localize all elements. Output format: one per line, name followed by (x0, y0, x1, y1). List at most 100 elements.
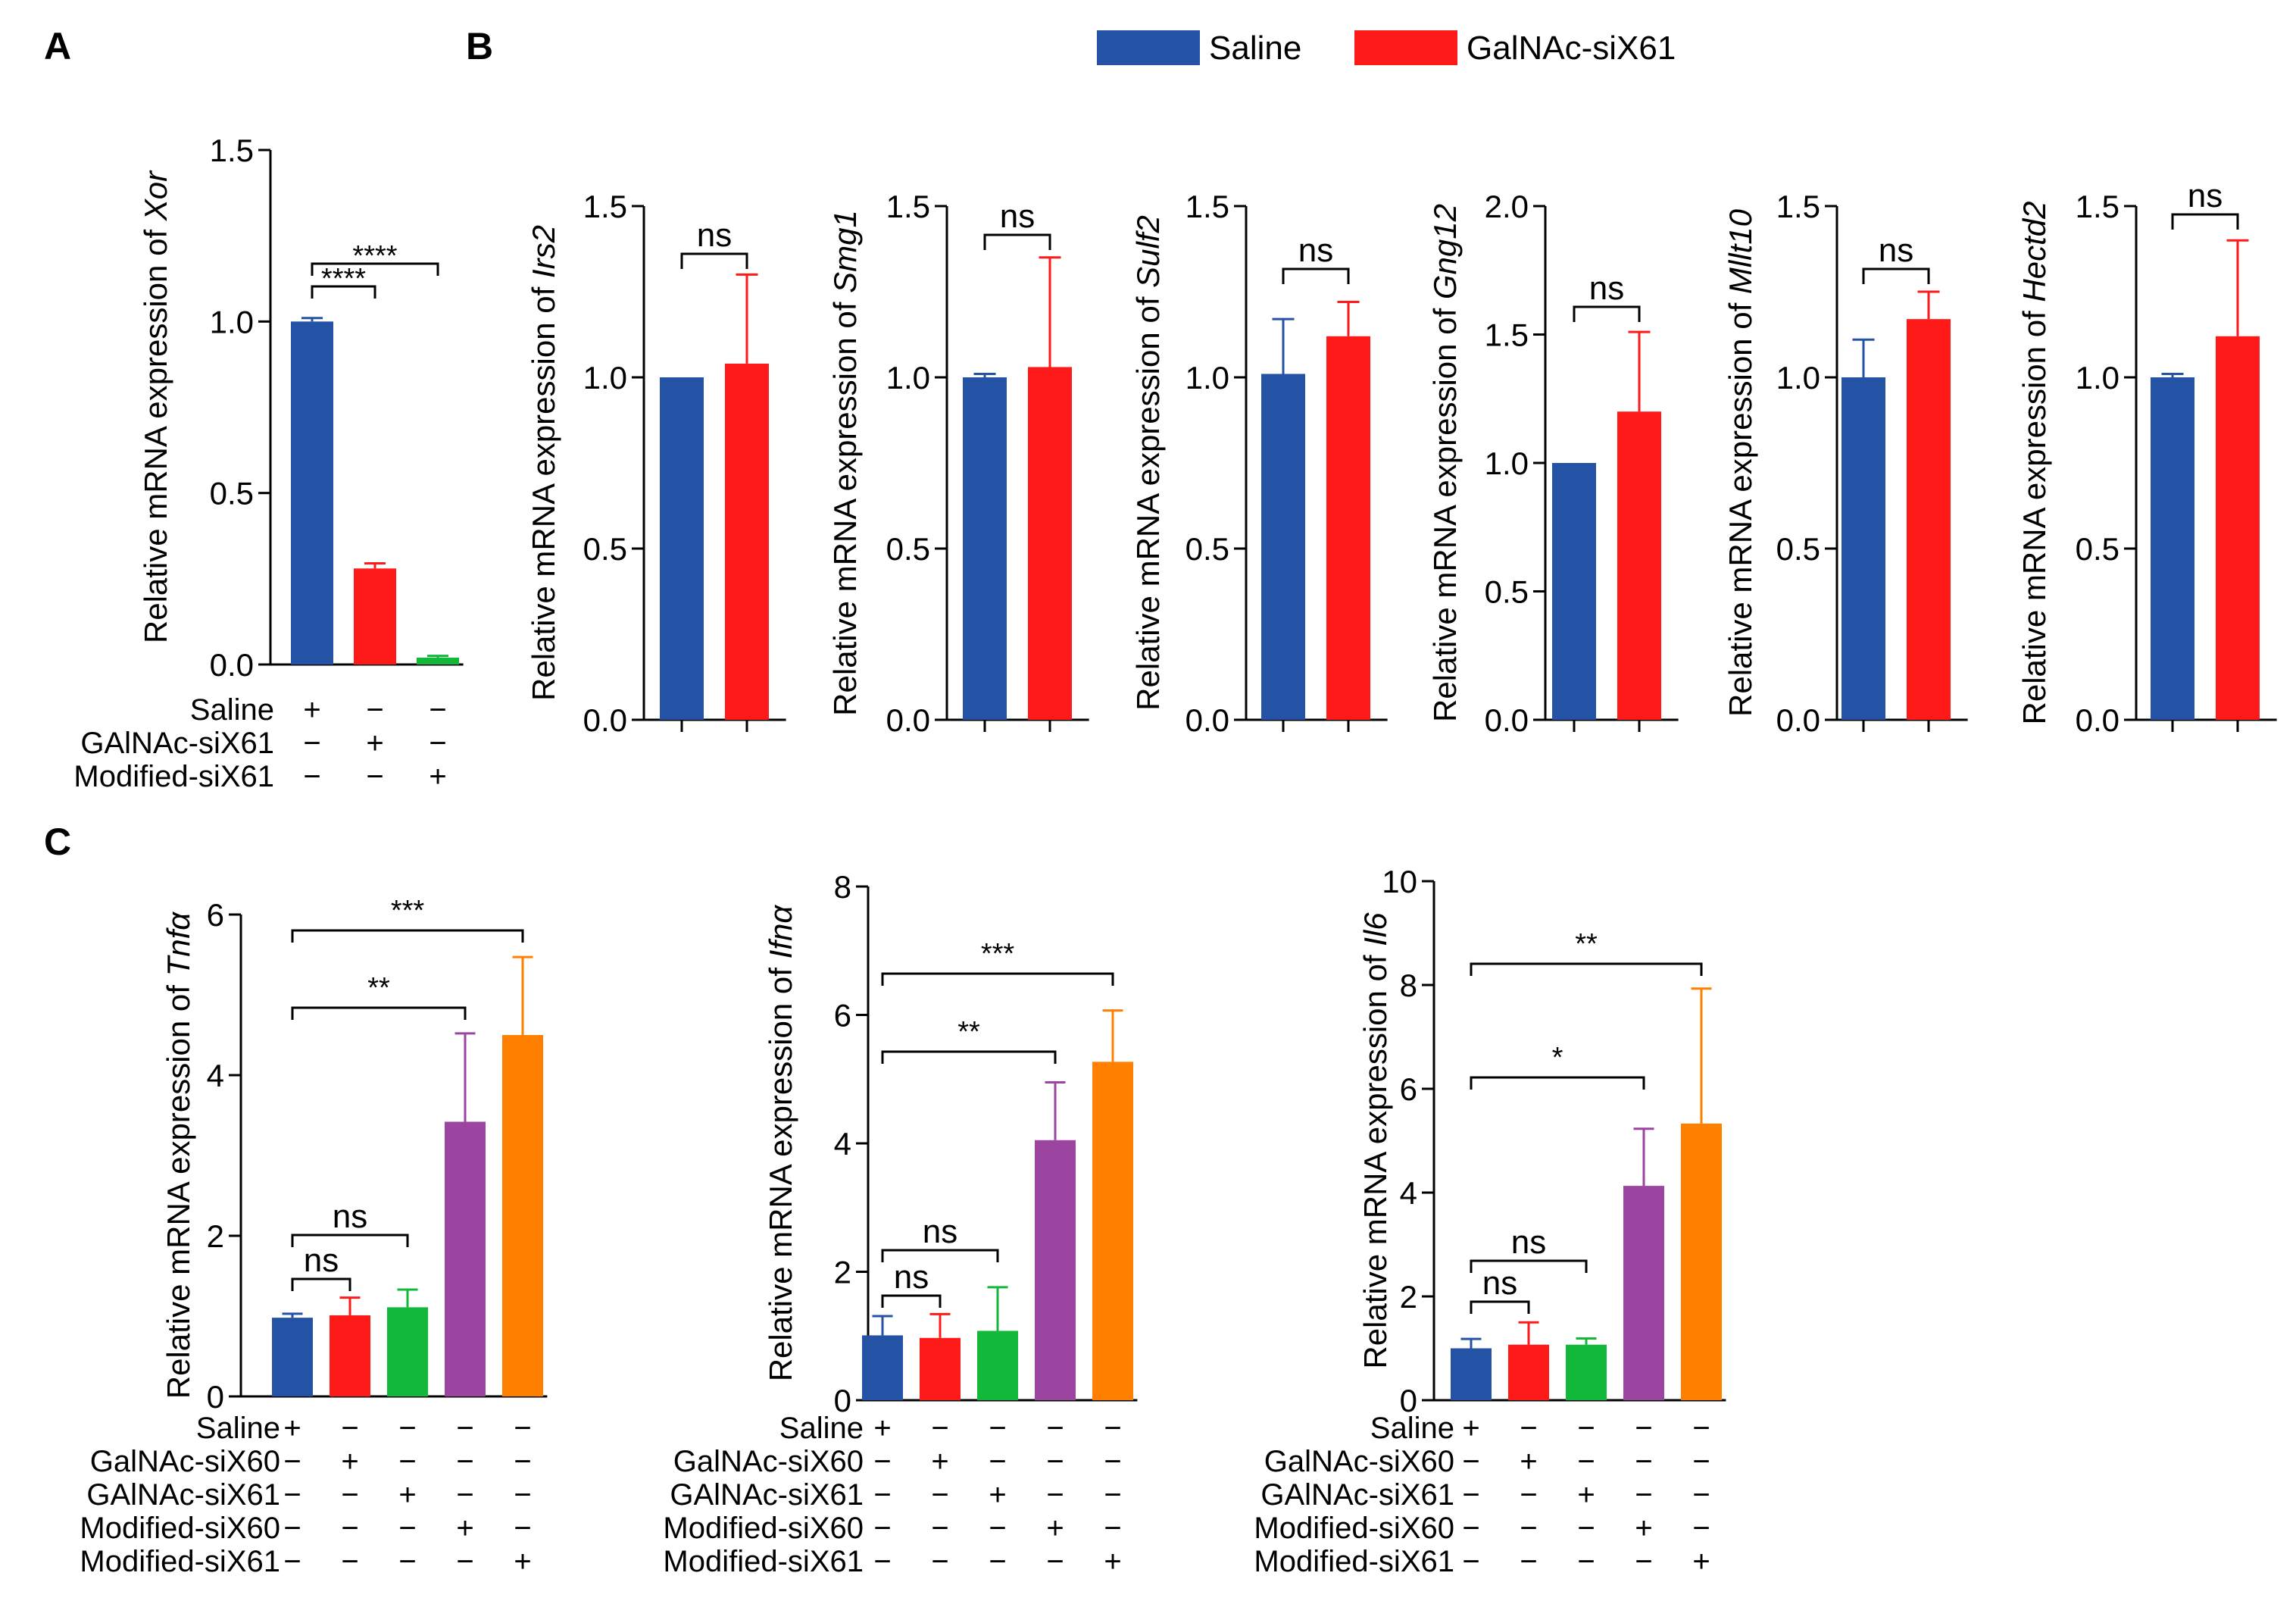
condition-mark: − (1692, 1512, 1710, 1545)
significance-label: **** (352, 240, 397, 272)
bar-2 (354, 568, 396, 664)
condition-mark: − (1046, 1445, 1064, 1478)
bar-1 (963, 377, 1007, 720)
bar-5 (502, 1035, 543, 1396)
significance-label: ns (2188, 177, 2223, 214)
condition-mark: − (456, 1478, 473, 1512)
y-tick-label: 1.0 (1485, 446, 1529, 481)
y-axis-label-prefix: Relative mRNA expression of (138, 220, 173, 643)
significance-label: *** (981, 938, 1015, 970)
y-axis-label-gene: Ifnα (763, 905, 798, 959)
y-tick-label: 0.0 (583, 702, 627, 738)
y-axis-label-prefix: Relative mRNA expression of (1427, 299, 1463, 722)
condition-mark: − (1577, 1512, 1595, 1545)
condition-mark: + (303, 693, 320, 727)
y-axis-label-prefix: Relative mRNA expression of (763, 958, 798, 1381)
condition-mark: + (456, 1512, 473, 1545)
condition-mark: − (1692, 1478, 1710, 1512)
condition-mark: − (1462, 1512, 1479, 1545)
y-axis-label: Relative mRNA expression of Mllt10 (1723, 208, 1758, 717)
charts-layer: 0.0 0.5 1.0 1.5 Relative mRNA expression of … (73, 133, 2277, 1578)
y-tick-label: 1.0 (1185, 360, 1229, 396)
y-tick-label: 0.0 (1185, 702, 1229, 738)
y-axis-label-gene: Smg1 (827, 210, 863, 293)
condition-mark: − (283, 1512, 301, 1545)
significance-label: * (1552, 1042, 1563, 1074)
bar-1 (1261, 374, 1305, 720)
condition-mark: − (1577, 1412, 1595, 1445)
condition-mark: − (989, 1412, 1006, 1445)
condition-mark: − (1462, 1478, 1479, 1512)
y-tick-label: 0.5 (583, 531, 627, 567)
y-tick-label: 1.5 (886, 189, 930, 224)
condition-label: Modified-siX60 (663, 1512, 864, 1545)
condition-mark: − (429, 693, 446, 727)
condition-label: Modified-siX60 (80, 1512, 280, 1545)
condition-mark: − (931, 1412, 948, 1445)
condition-mark: − (1520, 1478, 1537, 1512)
bar-2 (1617, 411, 1661, 720)
y-tick-label: 0.0 (210, 647, 254, 683)
y-tick-label: 0.0 (1776, 702, 1820, 738)
condition-mark: − (456, 1445, 473, 1478)
condition-mark: − (1104, 1412, 1121, 1445)
condition-mark: + (366, 727, 383, 760)
significance-bracket (1282, 267, 1350, 284)
significance-bracket (291, 1006, 467, 1020)
condition-mark: − (1046, 1412, 1064, 1445)
y-axis-label: Relative mRNA expression of Ifnα (763, 905, 798, 1382)
condition-mark: − (1692, 1445, 1710, 1478)
condition-mark: − (1520, 1545, 1537, 1578)
y-axis-label-prefix: Relative mRNA expression of (1357, 946, 1393, 1369)
significance-label: ns (923, 1213, 957, 1250)
condition-mark: − (1520, 1412, 1537, 1445)
y-axis-label: Relative mRNA expression of Smg1 (827, 210, 863, 716)
significance-bracket (291, 929, 524, 943)
condition-label: Modified-siX61 (73, 760, 274, 793)
bar-1 (660, 377, 704, 720)
y-tick-label: 0.5 (210, 476, 254, 511)
significance-label: *** (391, 895, 425, 927)
condition-mark: − (873, 1512, 891, 1545)
condition-mark: − (341, 1512, 358, 1545)
significance-label: ns (894, 1259, 929, 1296)
y-tick-label: 4 (207, 1058, 224, 1093)
y-axis-label-gene: Tnfα (161, 912, 196, 977)
significance-bracket (1470, 1300, 1530, 1314)
y-tick-label: 1.5 (2076, 189, 2120, 224)
y-tick-label: 0.0 (1485, 702, 1529, 738)
y-tick-label: 0.5 (1185, 531, 1229, 567)
significance-bracket (881, 1050, 1057, 1064)
condition-mark: − (366, 760, 383, 793)
condition-mark: + (1692, 1545, 1710, 1578)
significance-bracket (983, 233, 1051, 250)
significance-bracket (291, 1277, 351, 1291)
significance-bracket (1470, 962, 1703, 976)
y-tick-label: 1.0 (210, 304, 254, 339)
y-tick-label: 2 (1400, 1279, 1417, 1315)
y-tick-label: 10 (1382, 864, 1417, 899)
significance-label: ** (1575, 928, 1598, 960)
y-tick-label: 0.5 (2076, 531, 2120, 567)
y-tick-label: 1.5 (1485, 317, 1529, 353)
y-tick-label: 1.0 (583, 360, 627, 396)
y-tick-label: 1.0 (2076, 360, 2120, 396)
condition-mark: − (1635, 1412, 1652, 1445)
chart-b3: 0.0 0.5 1.0 1.5 Relative mRNA expression of … (1130, 189, 1388, 738)
condition-mark: + (398, 1478, 416, 1512)
condition-label: Modified-siX61 (663, 1545, 864, 1578)
bar-2 (920, 1337, 961, 1400)
bar-2 (2216, 336, 2260, 720)
condition-mark: − (1635, 1545, 1652, 1578)
condition-mark: + (931, 1445, 948, 1478)
condition-mark: − (283, 1545, 301, 1578)
legend-swatch-galnac-six61 (1354, 30, 1457, 65)
bar-2 (1508, 1344, 1549, 1400)
condition-mark: − (341, 1478, 358, 1512)
panel-letter-b: B (466, 25, 493, 67)
bar-3 (387, 1307, 428, 1396)
y-tick-label: 6 (207, 897, 224, 933)
chart-b4: 0.0 0.5 1.0 1.5 2.0 Relative mRNA expression … (1427, 189, 1679, 738)
condition-mark: + (1046, 1512, 1064, 1545)
significance-label: ns (304, 1242, 339, 1279)
